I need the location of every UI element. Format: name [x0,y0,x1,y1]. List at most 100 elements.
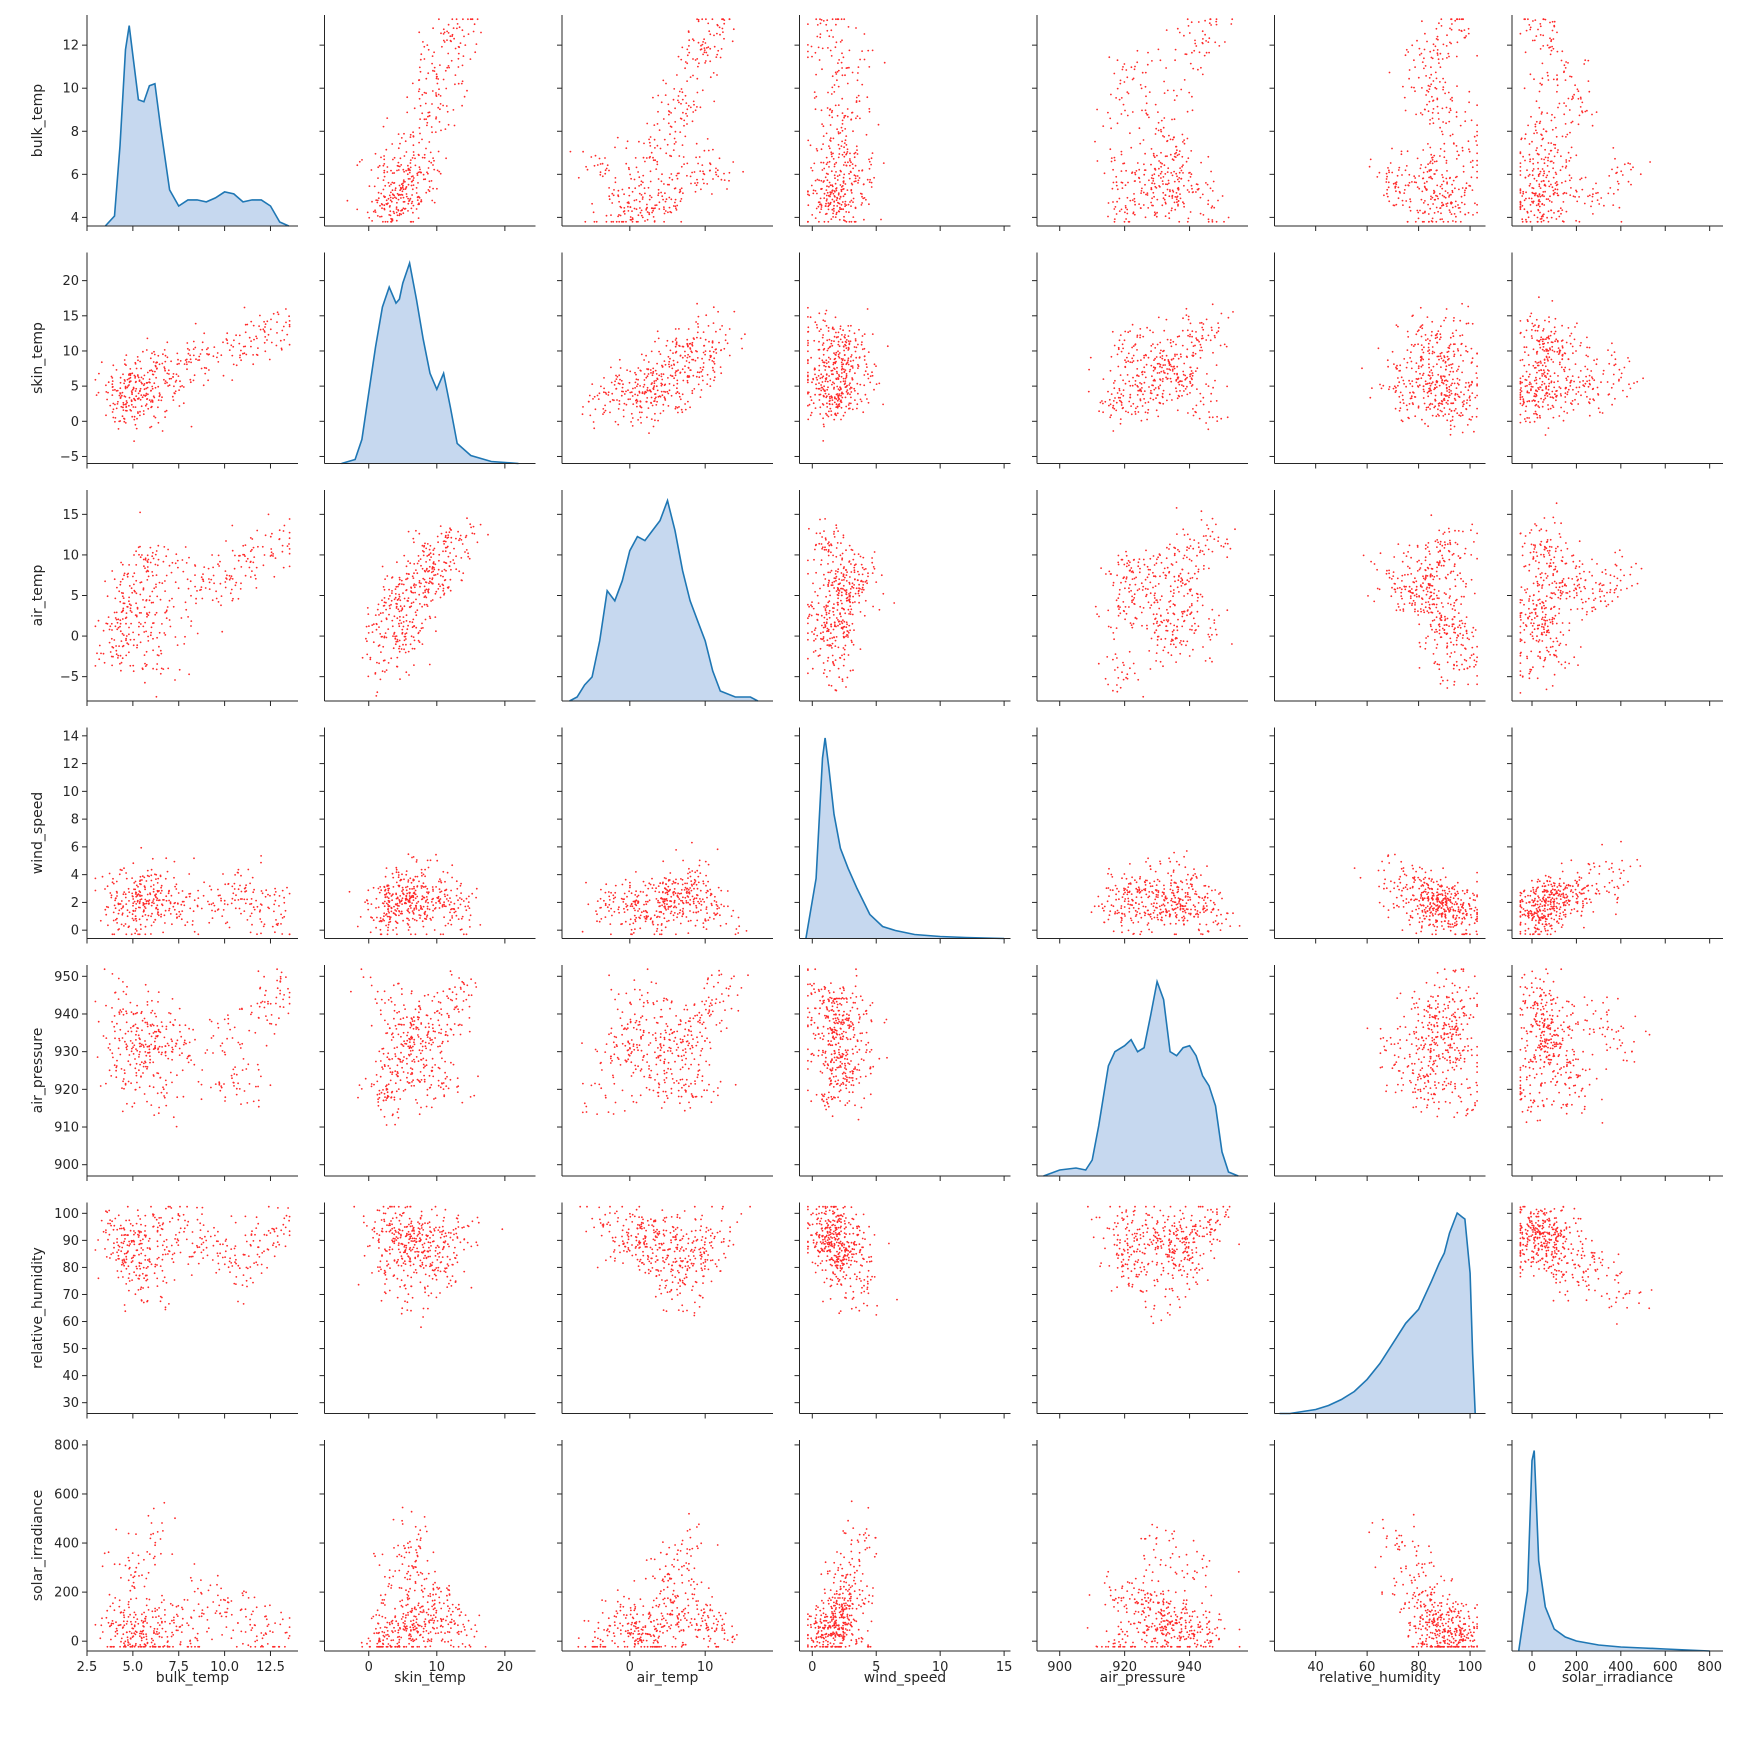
scatter-point [1127,374,1129,376]
scatter-point [264,326,266,328]
scatter-point [1199,350,1201,352]
scatter-point [1542,330,1544,332]
scatter-point [396,208,398,210]
scatter-point [1136,61,1138,63]
scatter-point [1548,47,1550,49]
scatter-point [814,91,816,93]
scatter-point [281,348,283,350]
scatter-point [1529,143,1531,145]
scatter-point [1174,196,1176,198]
scatter-point [728,180,730,182]
scatter-point [1398,396,1400,398]
scatter-point [825,378,827,380]
scatter-point [454,83,456,85]
scatter-point [1167,90,1169,92]
scatter-point [418,142,420,144]
scatter-point [675,393,677,395]
scatter-point [852,367,854,369]
scatter-point [1131,172,1133,174]
scatter-point [444,32,446,34]
scatter-point [411,201,413,203]
scatter-point [665,152,667,154]
scatter-point [130,377,132,379]
scatter-point [1164,164,1166,166]
scatter-point [1396,324,1398,326]
scatter-point [811,56,813,58]
scatter-point [639,392,641,394]
scatter-point [644,373,646,375]
scatter-point [640,212,642,214]
scatter-point [1413,175,1415,177]
scatter-point [675,346,677,348]
scatter-point [849,50,851,52]
scatter-point [1441,400,1443,402]
scatter-point [1446,162,1448,164]
scatter-point [1202,337,1204,339]
scatter-point [1145,109,1147,111]
scatter-point [1476,55,1478,57]
scatter-point [1526,385,1528,387]
scatter-point [474,51,476,53]
scatter-point [709,33,711,35]
scatter-point [1563,71,1565,73]
scatter-point [438,151,440,153]
scatter-point [605,169,607,171]
scatter-point [1176,374,1178,376]
scatter-point [1537,196,1539,198]
scatter-point [1553,162,1555,164]
scatter-point [849,153,851,155]
scatter-point [840,388,842,390]
scatter-point [125,388,127,390]
scatter-point [840,189,842,191]
scatter-point [1223,221,1225,223]
scatter-point [689,356,691,358]
scatter-point [258,325,260,327]
scatter-point [1640,173,1642,175]
scatter-point [617,194,619,196]
scatter-point [1444,413,1446,415]
scatter-point [143,394,145,396]
scatter-point [462,80,464,82]
scatter-point [1192,355,1194,357]
scatter-point [1462,414,1464,416]
scatter-point [713,101,715,103]
scatter-point [810,167,812,169]
scatter-point [661,384,663,386]
scatter-point [1109,416,1111,418]
scatter-point [135,406,137,408]
scatter-point [115,417,117,419]
scatter-point [625,221,627,223]
scatter-point [862,198,864,200]
scatter-point [433,51,435,53]
scatter-point [1536,383,1538,385]
scatter-point [821,123,823,125]
scatter-point [855,27,857,29]
scatter-point [637,367,639,369]
scatter-point [1587,195,1589,197]
scatter-point [807,140,809,142]
scatter-point [634,179,636,181]
scatter-point [621,391,623,393]
scatter-point [1174,59,1176,61]
scatter-point [823,168,825,170]
scatter-point [383,179,385,181]
scatter-point [445,88,447,90]
scatter-point [1456,412,1458,414]
scatter-point [645,355,647,357]
scatter-point [419,166,421,168]
scatter-point [120,377,122,379]
scatter-point [1542,341,1544,343]
scatter-point [1456,151,1458,153]
scatter-point [595,408,597,410]
scatter-point [419,127,421,129]
scatter-point [1561,182,1563,184]
scatter-point [1128,381,1130,383]
scatter-point [654,413,656,415]
scatter-point [1202,74,1204,76]
scatter-point [1181,384,1183,386]
scatter-point [658,189,660,191]
scatter-point [1588,386,1590,388]
scatter-point [1450,420,1452,422]
scatter-point [413,205,415,207]
scatter-point [815,180,817,182]
